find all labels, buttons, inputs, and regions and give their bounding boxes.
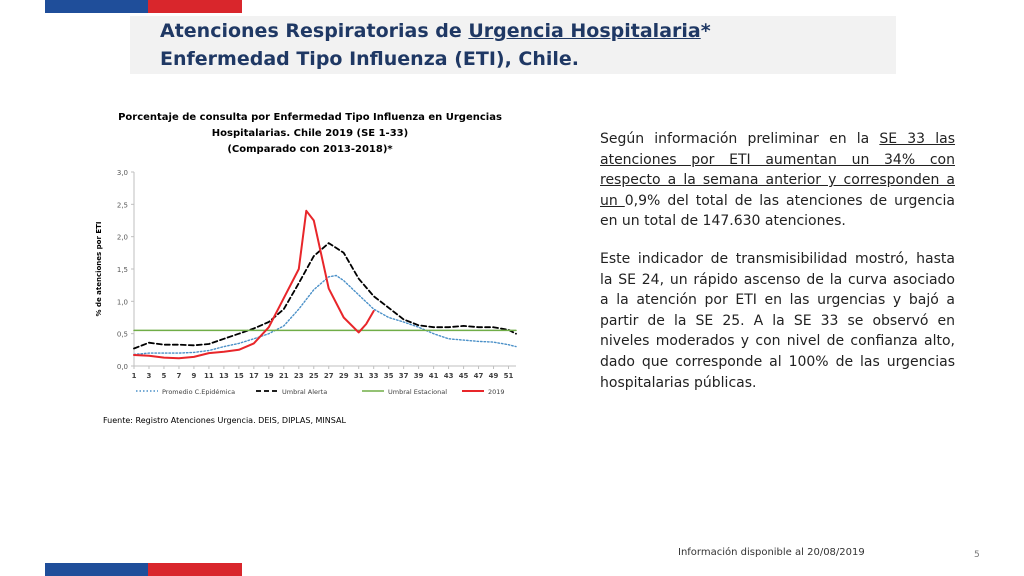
y-axis-label: % de atenciones por ETI xyxy=(95,221,103,316)
x-tick-label: 17 xyxy=(249,372,259,380)
y-tick-label: 1,5 xyxy=(117,266,128,274)
y-tick-label: 0,5 xyxy=(117,331,128,339)
x-tick-label: 9 xyxy=(191,372,196,380)
paragraph-se33-summary: Según información preliminar en la SE 33… xyxy=(600,131,956,230)
x-tick-label: 23 xyxy=(294,372,304,380)
x-tick-label: 15 xyxy=(234,372,244,380)
x-tick-label: 21 xyxy=(279,372,289,380)
x-tick-label: 19 xyxy=(264,372,274,380)
chart-title-line-3: (Comparado con 2013-2018)* xyxy=(227,144,393,155)
chart-title-line-1: Porcentaje de consulta por Enfermedad Ti… xyxy=(118,112,502,123)
slide-title-line-1: Atenciones Respiratorias de Urgencia Hos… xyxy=(160,20,711,42)
chart-source: Fuente: Registro Atenciones Urgencia. DE… xyxy=(103,416,346,425)
x-tick-label: 5 xyxy=(162,372,167,380)
x-tick-label: 37 xyxy=(399,372,409,380)
series-line-1 xyxy=(133,242,517,350)
x-tick-label: 27 xyxy=(324,372,334,380)
chart-title-line-2: Hospitalarias. Chile 2019 (SE 1-33) xyxy=(211,128,409,139)
x-tick-label: 33 xyxy=(369,372,379,380)
y-tick-label: 2,5 xyxy=(117,201,128,209)
legend-label-1: Umbral Alerta xyxy=(282,388,327,396)
chart-title: Porcentaje de consulta por Enfermedad Ti… xyxy=(100,110,520,158)
paragraph-underlined-text: SE 33 las atenciones por ETI aumentan un… xyxy=(600,131,956,209)
x-tick-label: 41 xyxy=(429,372,439,380)
x-tick-label: 31 xyxy=(354,372,364,380)
x-tick-label: 49 xyxy=(489,372,499,380)
eti-line-chart: 0,00,51,01,52,02,53,01 3 5 7 9 11 13 15 17 19 21 23… xyxy=(95,169,517,396)
y-tick-label: 3,0 xyxy=(117,169,128,177)
slide-title: Atenciones Respiratorias de Urgencia Hos… xyxy=(130,16,896,74)
x-tick-label: 51 xyxy=(504,372,514,380)
paragraph-transmissibility: Este indicador de transmisibilidad mostr… xyxy=(600,251,955,391)
series-line-0 xyxy=(133,274,517,356)
x-tick-label: 13 xyxy=(219,372,229,380)
x-tick-label: 7 xyxy=(177,372,182,380)
urgencia-hospitalaria-link[interactable]: Urgencia Hospitalaria xyxy=(468,20,701,42)
top-red-bar xyxy=(148,0,242,13)
page-number: 5 xyxy=(974,550,980,560)
x-tick-label: 47 xyxy=(474,372,484,380)
legend-label-2: Umbral Estacional xyxy=(388,388,447,396)
x-tick-label: 3 xyxy=(147,372,152,380)
x-tick-label: 29 xyxy=(339,372,349,380)
footer-info-date: Información disponible al 20/08/2019 xyxy=(678,547,865,558)
slide-title-line-2: Enfermedad Tipo Influenza (ETI), Chile. xyxy=(160,48,580,70)
series-line-3 xyxy=(133,209,375,360)
bottom-red-bar xyxy=(148,563,242,576)
x-tick-label: 1 xyxy=(132,372,137,380)
top-blue-bar xyxy=(45,0,148,13)
x-tick-label: 35 xyxy=(384,372,394,380)
legend-label-0: Promedio C.Epidémica xyxy=(162,388,235,396)
x-tick-label: 39 xyxy=(414,372,424,380)
x-tick-label: 43 xyxy=(444,372,454,380)
legend-label-3: 2019 xyxy=(488,388,505,396)
x-tick-label: 45 xyxy=(459,372,469,380)
x-tick-label: 25 xyxy=(309,372,319,380)
y-tick-label: 1,0 xyxy=(117,298,128,306)
x-tick-label: 11 xyxy=(204,372,214,380)
y-tick-label: 0,0 xyxy=(117,363,128,371)
bottom-blue-bar xyxy=(45,563,148,576)
y-tick-label: 2,0 xyxy=(117,234,128,242)
